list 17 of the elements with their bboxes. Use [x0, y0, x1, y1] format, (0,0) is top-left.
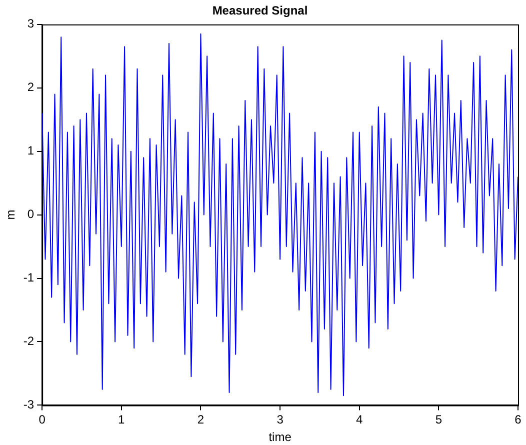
y-axis-title: m — [4, 210, 18, 220]
y-tick-label: 3 — [27, 16, 34, 31]
x-tick-label: 5 — [435, 412, 442, 427]
chart-title: Measured Signal — [212, 4, 308, 18]
x-tick-label: 4 — [356, 412, 364, 427]
y-tick-label: 0 — [27, 207, 34, 222]
x-axis-title: time — [268, 430, 292, 444]
x-tick-label: 0 — [38, 412, 46, 427]
y-tick-label: -1 — [23, 270, 34, 285]
y-tick-label: -3 — [23, 398, 34, 412]
x-tick-label: 3 — [276, 412, 284, 427]
x-tick-label: 1 — [118, 412, 126, 427]
x-tick-label: 2 — [197, 412, 204, 427]
y-tick-label: -2 — [23, 334, 34, 348]
y-tick-label: 2 — [27, 80, 34, 94]
y-tick-label: 1 — [27, 144, 34, 158]
x-tick-label: 6 — [514, 412, 522, 427]
